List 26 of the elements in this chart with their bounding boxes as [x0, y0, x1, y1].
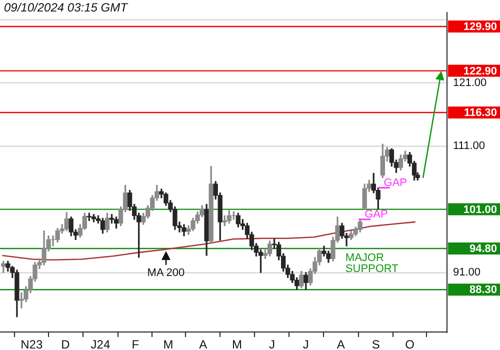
- x-tick-label: D: [61, 338, 70, 350]
- x-tick-label: M: [232, 338, 242, 350]
- x-tick-label: J: [269, 338, 276, 350]
- y-tick-label: 111.00: [453, 140, 486, 152]
- annotation: GAP: [364, 208, 388, 220]
- x-tick-label: A: [199, 338, 208, 350]
- ref-line-label: 94.80: [469, 243, 497, 256]
- annotation: GAP: [384, 176, 408, 189]
- x-tick-label: A: [336, 338, 345, 350]
- x-tick-label: N23: [20, 338, 43, 350]
- annotation: MAJOR SUPPORT: [345, 252, 399, 276]
- x-tick-label: S: [372, 338, 380, 350]
- ref-line-label: 122.90: [463, 65, 497, 78]
- y-tick-label: 121.00: [453, 76, 487, 89]
- ref-line-label: 88.30: [469, 284, 497, 296]
- annotation: 09/10/2024 03:15 GMT: [4, 0, 130, 14]
- x-tick-label: O: [405, 338, 414, 350]
- ref-line-label: 116.30: [464, 107, 497, 120]
- x-tick-label: M: [163, 338, 174, 350]
- x-tick-label: J24: [90, 338, 110, 350]
- annotation: MA 200: [147, 266, 185, 279]
- ref-line-label: 101.00: [463, 204, 497, 216]
- y-tick-label: 91.00: [453, 266, 481, 279]
- ref-line-label: 129.90: [463, 21, 497, 34]
- x-tick-label: J: [302, 338, 309, 350]
- x-tick-label: F: [132, 338, 140, 350]
